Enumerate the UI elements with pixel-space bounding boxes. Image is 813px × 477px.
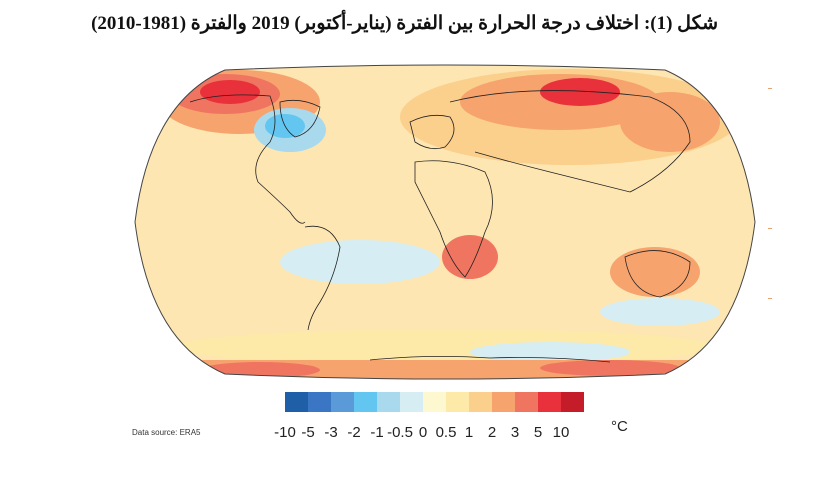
colorbar-tick-label: 0.5 — [435, 424, 457, 441]
coast-australia — [624, 250, 691, 298]
colorbar-tick-label: 1 — [464, 424, 474, 441]
colorbar-swatch — [308, 392, 331, 412]
colorbar-swatch — [285, 392, 308, 412]
anomaly-indian-cool — [600, 298, 720, 326]
colorbar-tick-label: 10 — [552, 424, 570, 441]
world-anomaly-map — [130, 62, 760, 382]
anomaly-east-asia — [620, 92, 720, 152]
colorbar-swatch — [423, 392, 446, 412]
colorbar-swatch — [377, 392, 400, 412]
colorbar-labels: °C -10 -5 -3 -2 -1 -0.5 0 0.5 1 2 3 5 10 — [268, 418, 628, 444]
colorbar-unit: °C — [611, 418, 628, 435]
map-border — [134, 64, 756, 380]
colorbar-tick-label: -5 — [301, 424, 315, 441]
colorbar-tick-label: -3 — [324, 424, 338, 441]
colorbar-swatch — [446, 392, 469, 412]
figure-title: شكل (1): اختلاف درجة الحرارة بين الفترة … — [91, 13, 718, 34]
colorbar-tick-label: 5 — [533, 424, 543, 441]
anomaly-siberia-extreme — [540, 78, 620, 106]
edge-tick — [768, 298, 772, 299]
coast-north-america — [189, 94, 306, 224]
colorbar-tick-label: -0.5 — [387, 424, 413, 441]
colorbar-swatch — [400, 392, 423, 412]
coast-asia — [449, 90, 691, 193]
coast-europe — [409, 114, 455, 150]
colorbar-swatch — [469, 392, 492, 412]
colorbar-tick-label: -1 — [370, 424, 384, 441]
colorbar-tick-label: -10 — [274, 424, 296, 441]
anomaly-antarctica-east — [540, 360, 680, 376]
colorbar-tick-label: 0 — [418, 424, 428, 441]
anomaly-south-atlantic-cool — [280, 240, 440, 284]
edge-tick — [768, 88, 772, 89]
anomaly-southern-ocean-cool — [470, 342, 630, 362]
world-map-svg — [134, 64, 756, 380]
colorbar-swatch — [515, 392, 538, 412]
anomaly-arctic-na-extreme — [200, 80, 260, 104]
anomaly-southern-africa — [442, 235, 498, 279]
colorbar-swatch — [561, 392, 584, 412]
coast-antarctica — [369, 356, 611, 363]
colorbar-tick-label: 2 — [487, 424, 497, 441]
coast-south-america — [304, 225, 341, 331]
colorbar-swatch — [331, 392, 354, 412]
coast-africa — [414, 160, 493, 278]
colorbar-swatch — [492, 392, 515, 412]
colorbar-swatch — [354, 392, 377, 412]
colorbar-swatch — [538, 392, 561, 412]
anomaly-southern-ocean — [175, 329, 715, 365]
colorbar-tick-label: 3 — [510, 424, 520, 441]
anomaly-australia — [610, 247, 700, 297]
coast-greenland — [279, 99, 321, 138]
colorbar-tick-label: -2 — [347, 424, 361, 441]
coastlines — [189, 90, 691, 363]
edge-tick — [768, 228, 772, 229]
colorbar — [285, 392, 584, 412]
data-source: Data source: ERA5 — [132, 428, 201, 437]
